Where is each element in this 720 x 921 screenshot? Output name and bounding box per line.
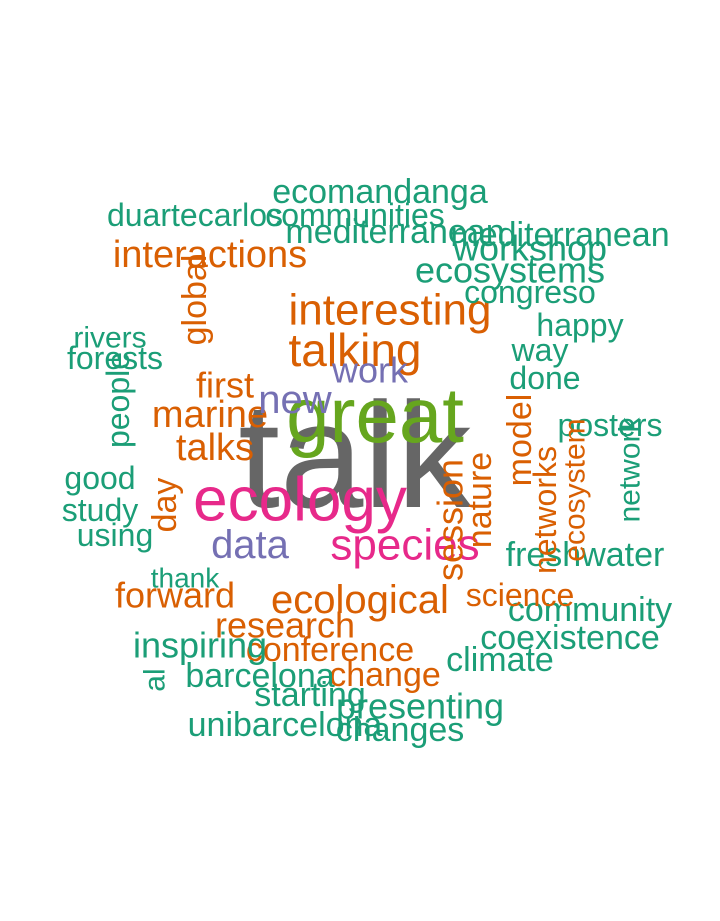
- word-36: climate: [446, 641, 554, 679]
- word-29: thank: [151, 563, 220, 594]
- word-15: ecosystems: [415, 250, 605, 291]
- word-38: community: [508, 591, 672, 629]
- word-27: study: [62, 492, 138, 528]
- word-19: congreso: [464, 274, 596, 310]
- word-52: day: [146, 478, 184, 533]
- word-47: data: [211, 523, 290, 567]
- word-17: communities: [265, 197, 445, 233]
- word-7: ecological: [271, 578, 449, 622]
- word-35: changes: [336, 711, 465, 749]
- word-53: global: [176, 255, 214, 346]
- word-54: ecosystem: [559, 418, 592, 561]
- word-16: ecomandanga: [272, 173, 488, 211]
- word-42: al: [139, 668, 172, 691]
- word-0: talk: [238, 371, 472, 539]
- word-8: research: [215, 605, 355, 646]
- word-20: happy: [536, 307, 623, 343]
- word-10: forward: [115, 575, 235, 616]
- word-4: talking: [289, 324, 422, 376]
- word-23: rivers: [73, 322, 146, 355]
- word-31: barcelona: [185, 657, 334, 695]
- word-32: starting: [254, 676, 366, 714]
- word-51: talks: [176, 427, 254, 469]
- word-9: conference: [246, 631, 414, 669]
- word-5: interesting: [288, 286, 491, 335]
- word-2: ecology: [193, 466, 407, 535]
- word-26: good: [64, 460, 135, 496]
- word-37: coexistence: [480, 619, 660, 657]
- word-44: mediterranean: [450, 216, 669, 254]
- word-33: presenting: [336, 686, 504, 727]
- word-41: network: [614, 416, 647, 522]
- word-12: interactions: [113, 234, 307, 276]
- word-13: workshop: [452, 228, 607, 269]
- word-18: duartecarlos: [107, 197, 283, 233]
- word-50: model: [501, 394, 539, 487]
- word-3: species: [330, 521, 479, 570]
- word-21: way: [511, 332, 569, 368]
- word-28: using: [77, 517, 154, 553]
- word-55: nature: [461, 452, 499, 548]
- word-49: session: [430, 459, 471, 581]
- word-14: mediterranean: [285, 213, 504, 251]
- word-1: great: [286, 371, 464, 459]
- word-11: change: [329, 656, 441, 694]
- word-6: marine: [152, 394, 268, 436]
- word-39: freshwater: [506, 536, 665, 574]
- word-56: networks: [527, 446, 563, 574]
- word-45: work: [331, 350, 409, 391]
- word-22: done: [509, 360, 580, 396]
- word-24: forests: [67, 340, 163, 376]
- word-30: inspiring: [133, 625, 267, 666]
- word-48: first: [196, 365, 254, 406]
- word-46: new: [258, 378, 331, 422]
- word-34: unibarcelona: [188, 706, 383, 744]
- word-25: people: [100, 352, 136, 448]
- word-43: science: [466, 577, 575, 613]
- word-40: posters: [558, 407, 663, 443]
